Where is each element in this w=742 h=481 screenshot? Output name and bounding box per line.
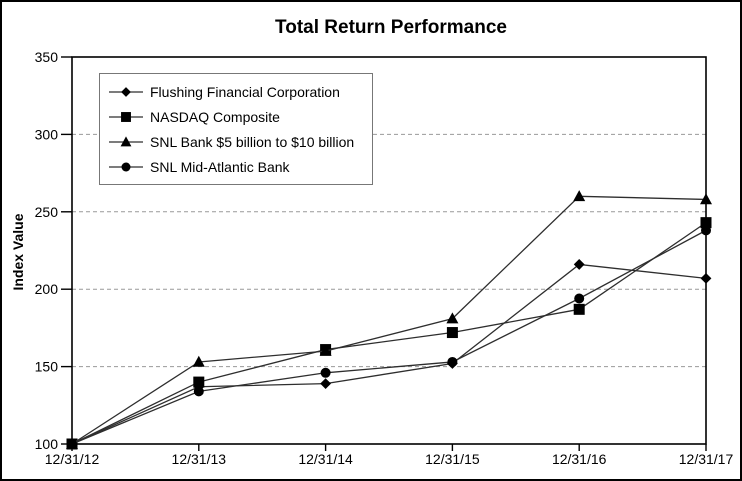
marker-triangle-icon (120, 135, 132, 146)
x-tick-label: 12/31/15 (425, 451, 480, 467)
marker-diamond-icon (573, 259, 585, 270)
legend-label: Flushing Financial Corporation (150, 83, 340, 100)
x-tick-label: 12/31/13 (172, 451, 227, 467)
series-line (71, 222, 707, 445)
legend-square-icon (109, 111, 143, 122)
y-tick-label: 150 (35, 359, 59, 375)
marker-diamond-icon (121, 86, 131, 97)
marker-square-icon (193, 376, 205, 388)
series-snl-bank-5-billion-to-10-billion (66, 190, 712, 449)
x-tick-label: 12/31/14 (298, 451, 353, 467)
marker-circle-icon (701, 225, 711, 236)
x-tick-label: 12/31/16 (552, 451, 607, 467)
marker-circle-icon (574, 293, 585, 304)
legend: Flushing Financial Corporation NASDAQ Com… (99, 73, 373, 185)
legend-triangle-icon (109, 135, 143, 146)
legend-label: NASDAQ Composite (150, 108, 280, 125)
marker-triangle-icon (700, 193, 712, 205)
marker-circle-icon (67, 439, 77, 449)
plot-frame (71, 56, 707, 445)
chart-title: Total Return Performance (275, 17, 507, 38)
marker-circle-icon (193, 386, 204, 397)
x-tick-label: 12/31/12 (45, 451, 100, 467)
series-snl-mid-atlantic-bank (67, 225, 711, 449)
marker-circle-icon (447, 356, 458, 367)
marker-triangle-icon (192, 355, 205, 367)
y-tick-label: 200 (35, 281, 59, 297)
marker-diamond-icon (700, 272, 712, 284)
legend-circle-icon (109, 162, 143, 171)
marker-square-icon (700, 217, 712, 229)
series-line (71, 263, 707, 445)
legend-label: SNL Mid-Atlantic Bank (150, 158, 290, 175)
legend-item: NASDAQ Composite (109, 109, 372, 125)
legend-diamond-icon (109, 86, 143, 97)
series-nasdaq-composite (66, 217, 712, 450)
y-tick-label: 250 (35, 204, 59, 220)
legend-label: SNL Bank $5 billion to $10 billion (150, 133, 355, 150)
marker-square-icon (573, 303, 585, 315)
y-tick-label: 350 (35, 49, 59, 65)
marker-circle-icon (320, 367, 331, 378)
series-flushing-financial-corporation (66, 259, 712, 450)
legend-item: SNL Bank $5 billion to $10 billion (109, 134, 372, 150)
marker-triangle-icon (573, 190, 586, 202)
marker-square-icon (446, 327, 458, 339)
x-tick-label: 12/31/17 (679, 451, 734, 467)
series-line (71, 229, 707, 445)
marker-triangle-icon (319, 344, 332, 356)
marker-square-icon (121, 111, 131, 122)
series-line (71, 195, 707, 445)
y-axis-title: Index Value (10, 213, 26, 291)
y-tick-label: 300 (35, 126, 59, 142)
legend-item: SNL Mid-Atlantic Bank (109, 159, 372, 175)
legend-item: Flushing Financial Corporation (109, 84, 372, 100)
marker-triangle-icon (446, 312, 459, 324)
y-tick-label: 100 (35, 436, 59, 452)
marker-circle-icon (121, 162, 131, 171)
marker-diamond-icon (320, 378, 331, 390)
